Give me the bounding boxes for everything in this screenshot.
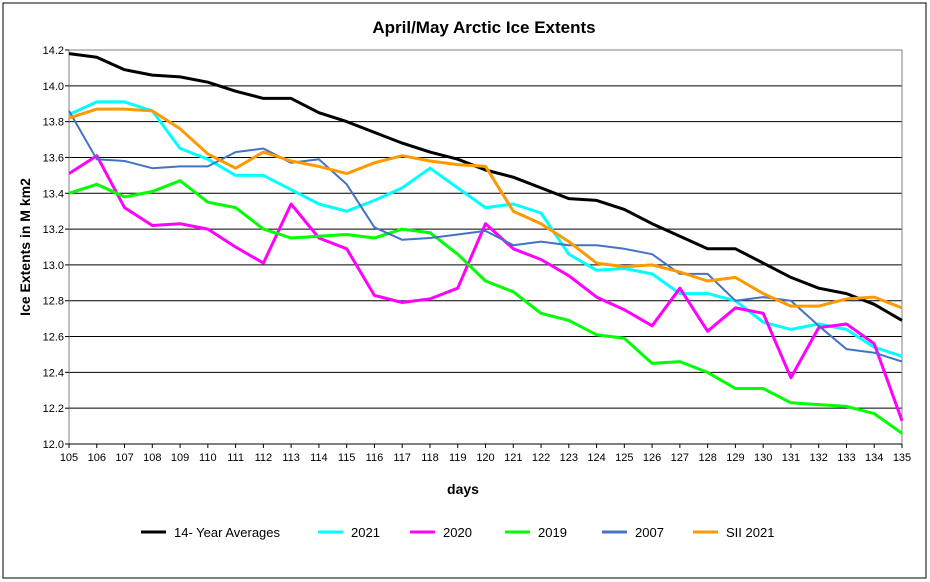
x-tick-label: 121 [504,452,522,464]
x-axis-label: days [447,481,479,497]
x-tick-label: 108 [143,452,161,464]
x-tick-label: 109 [171,452,189,464]
x-tick-label: 112 [255,452,273,464]
x-tick-label: 132 [810,452,828,464]
y-tick-label: 13.8 [43,117,64,129]
legend-item: 14- Year Averages [141,525,281,540]
y-tick-label: 14.0 [43,81,64,93]
x-tick-label: 124 [587,452,605,464]
series-line-2007 [68,110,903,363]
x-tick-label: 113 [282,452,300,464]
x-tick-label: 116 [366,452,384,464]
legend-item: SII 2021 [693,525,774,540]
legend-item: 2007 [602,525,664,540]
y-axis: 12.0 12.2 12.4 12.6 12.8 13.0 13.2 13.4 13.6 13.8… [43,45,69,451]
x-tick-label: 134 [865,452,883,464]
x-tick-label: 119 [449,452,467,464]
y-tick-label: 12.8 [43,296,64,308]
x-tick-label: 131 [782,452,800,464]
y-tick-label: 14.2 [43,45,64,57]
series-line-2020 [68,154,904,422]
legend-item: 2020 [410,525,472,540]
legend: 14- Year Averages 2021 2020 2019 2007 SII 202… [141,525,774,540]
x-tick-label: 127 [671,452,689,464]
x-tick-label: 115 [338,452,356,464]
x-tick-label: 107 [115,452,133,464]
series-line-2021 [68,100,903,358]
legend-label: SII 2021 [726,525,774,540]
legend-label: 2019 [538,525,567,540]
x-tick-label: 118 [421,452,439,464]
x-tick-label: 125 [615,452,633,464]
y-tick-label: 12.2 [43,403,64,415]
legend-label: 2020 [443,525,472,540]
x-tick-label: 106 [88,452,106,464]
legend-item: 2019 [505,525,567,540]
legend-label: 2007 [635,525,664,540]
legend-label: 2021 [351,525,380,540]
x-tick-label: 110 [199,452,217,464]
x-tick-label: 128 [698,452,716,464]
y-tick-label: 13.4 [43,188,64,200]
x-tick-label: 111 [227,452,244,464]
y-tick-label: 12.6 [43,332,64,344]
legend-item: 2021 [318,525,380,540]
x-tick-label: 129 [726,452,744,464]
y-tick-label: 13.0 [43,260,64,272]
x-tick-label: 123 [560,452,578,464]
x-tick-label: 117 [393,452,411,464]
gridlines [69,85,902,409]
x-tick-label: 135 [893,452,911,464]
x-tick-label: 133 [837,452,855,464]
x-tick-label: 105 [60,452,78,464]
x-tick-label: 126 [643,452,661,464]
chart-title: April/May Arctic Ice Extents [372,18,595,37]
series-line-2019 [68,179,903,435]
legend-label: 14- Year Averages [174,525,281,540]
y-tick-label: 13.6 [43,152,64,164]
series-line-sii-2021 [68,107,903,310]
x-tick-label: 130 [754,452,772,464]
x-tick-label: 114 [310,452,328,464]
x-tick-label: 122 [532,452,550,464]
y-tick-label: 12.4 [43,367,64,379]
y-axis-label: Ice Extents in M km2 [17,178,33,316]
series-lines [68,52,904,435]
series-line-14-year-averages [68,52,903,322]
y-tick-label: 12.0 [43,439,64,451]
y-tick-label: 13.2 [43,224,64,236]
x-tick-label: 120 [476,452,494,464]
x-axis: 105 106 107 108 109 110 111 112 113 114 115 116 117 1… [60,443,911,464]
